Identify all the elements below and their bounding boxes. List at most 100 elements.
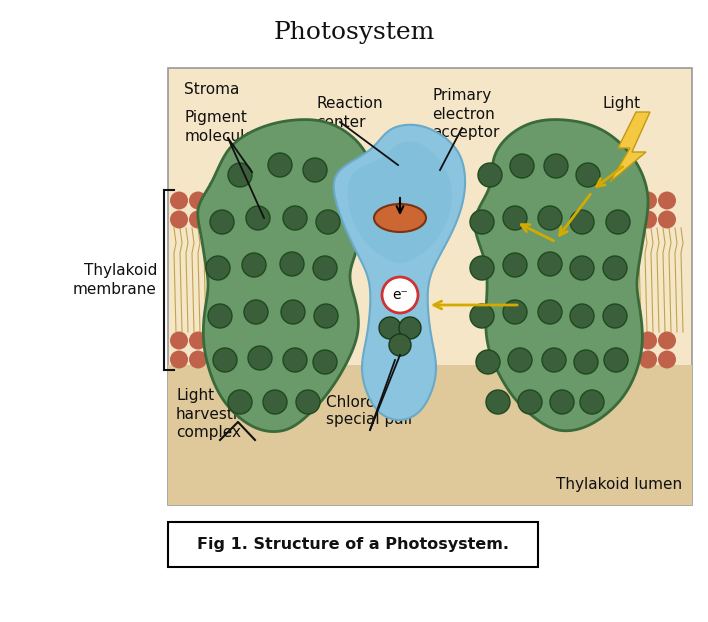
- Circle shape: [170, 332, 188, 350]
- Circle shape: [606, 210, 630, 234]
- Circle shape: [570, 304, 594, 328]
- Text: e⁻: e⁻: [392, 288, 408, 302]
- Polygon shape: [610, 112, 650, 182]
- Circle shape: [265, 192, 283, 210]
- Circle shape: [601, 332, 619, 350]
- Circle shape: [379, 317, 401, 339]
- Circle shape: [503, 300, 527, 324]
- Text: Chlorophyll: Chlorophyll: [326, 395, 417, 410]
- Circle shape: [314, 304, 338, 328]
- Circle shape: [228, 390, 252, 414]
- Circle shape: [208, 192, 226, 210]
- Circle shape: [389, 334, 411, 356]
- Circle shape: [316, 210, 340, 234]
- Circle shape: [582, 351, 600, 368]
- Circle shape: [525, 192, 543, 210]
- Circle shape: [280, 252, 304, 276]
- Circle shape: [313, 350, 337, 374]
- Circle shape: [525, 210, 543, 228]
- Circle shape: [639, 351, 657, 368]
- Text: Reaction
center: Reaction center: [316, 96, 382, 129]
- Circle shape: [283, 348, 307, 372]
- Circle shape: [603, 256, 627, 280]
- Circle shape: [503, 206, 527, 230]
- Text: special pair: special pair: [326, 412, 414, 427]
- Circle shape: [476, 350, 500, 374]
- Bar: [168, 522, 538, 567]
- Circle shape: [281, 300, 305, 324]
- Circle shape: [470, 210, 494, 234]
- Circle shape: [563, 210, 581, 228]
- Circle shape: [544, 351, 562, 368]
- Circle shape: [206, 256, 230, 280]
- Circle shape: [227, 210, 245, 228]
- Text: Pigment
molecules: Pigment molecules: [185, 110, 263, 144]
- Circle shape: [580, 390, 604, 414]
- Circle shape: [265, 210, 283, 228]
- Circle shape: [268, 153, 292, 177]
- Circle shape: [303, 158, 327, 182]
- Circle shape: [563, 351, 581, 368]
- Circle shape: [189, 210, 207, 228]
- Circle shape: [470, 256, 494, 280]
- Circle shape: [563, 332, 581, 350]
- Circle shape: [189, 192, 207, 210]
- Ellipse shape: [374, 204, 426, 232]
- Circle shape: [265, 332, 283, 350]
- Circle shape: [544, 154, 568, 178]
- Circle shape: [284, 351, 302, 368]
- Circle shape: [582, 210, 600, 228]
- Circle shape: [570, 210, 594, 234]
- Circle shape: [208, 332, 226, 350]
- Text: Thylakoid lumen: Thylakoid lumen: [556, 477, 682, 492]
- Circle shape: [570, 256, 594, 280]
- Circle shape: [620, 332, 638, 350]
- Circle shape: [518, 390, 542, 414]
- Circle shape: [313, 256, 337, 280]
- Circle shape: [244, 300, 268, 324]
- Circle shape: [170, 210, 188, 228]
- Bar: [168, 365, 692, 505]
- Circle shape: [658, 332, 676, 350]
- Text: Primary
electron
acceptor: Primary electron acceptor: [432, 88, 499, 140]
- Text: Light: Light: [602, 96, 640, 111]
- Circle shape: [503, 253, 527, 277]
- Circle shape: [213, 348, 237, 372]
- Circle shape: [189, 332, 207, 350]
- Circle shape: [604, 348, 628, 372]
- Circle shape: [576, 163, 600, 187]
- Polygon shape: [333, 125, 465, 420]
- Circle shape: [601, 192, 619, 210]
- Circle shape: [544, 192, 562, 210]
- Circle shape: [296, 390, 320, 414]
- Circle shape: [227, 351, 245, 368]
- Circle shape: [544, 210, 562, 228]
- Circle shape: [508, 348, 532, 372]
- Circle shape: [170, 351, 188, 368]
- Circle shape: [542, 348, 566, 372]
- Circle shape: [639, 332, 657, 350]
- Circle shape: [227, 332, 245, 350]
- Circle shape: [525, 351, 543, 368]
- Circle shape: [478, 163, 502, 187]
- Circle shape: [525, 332, 543, 350]
- Circle shape: [563, 192, 581, 210]
- Polygon shape: [348, 141, 452, 263]
- Circle shape: [208, 351, 226, 368]
- Circle shape: [582, 332, 600, 350]
- Circle shape: [242, 253, 266, 277]
- Text: Thylakoid
membrane: Thylakoid membrane: [73, 263, 157, 297]
- Circle shape: [658, 351, 676, 368]
- Circle shape: [246, 206, 270, 230]
- Circle shape: [246, 332, 264, 350]
- Circle shape: [263, 390, 287, 414]
- Bar: [168, 68, 692, 505]
- Circle shape: [170, 192, 188, 210]
- Circle shape: [246, 210, 264, 228]
- Circle shape: [284, 210, 302, 228]
- Circle shape: [658, 210, 676, 228]
- Circle shape: [246, 192, 264, 210]
- Circle shape: [574, 350, 598, 374]
- Circle shape: [538, 252, 562, 276]
- Polygon shape: [475, 119, 648, 431]
